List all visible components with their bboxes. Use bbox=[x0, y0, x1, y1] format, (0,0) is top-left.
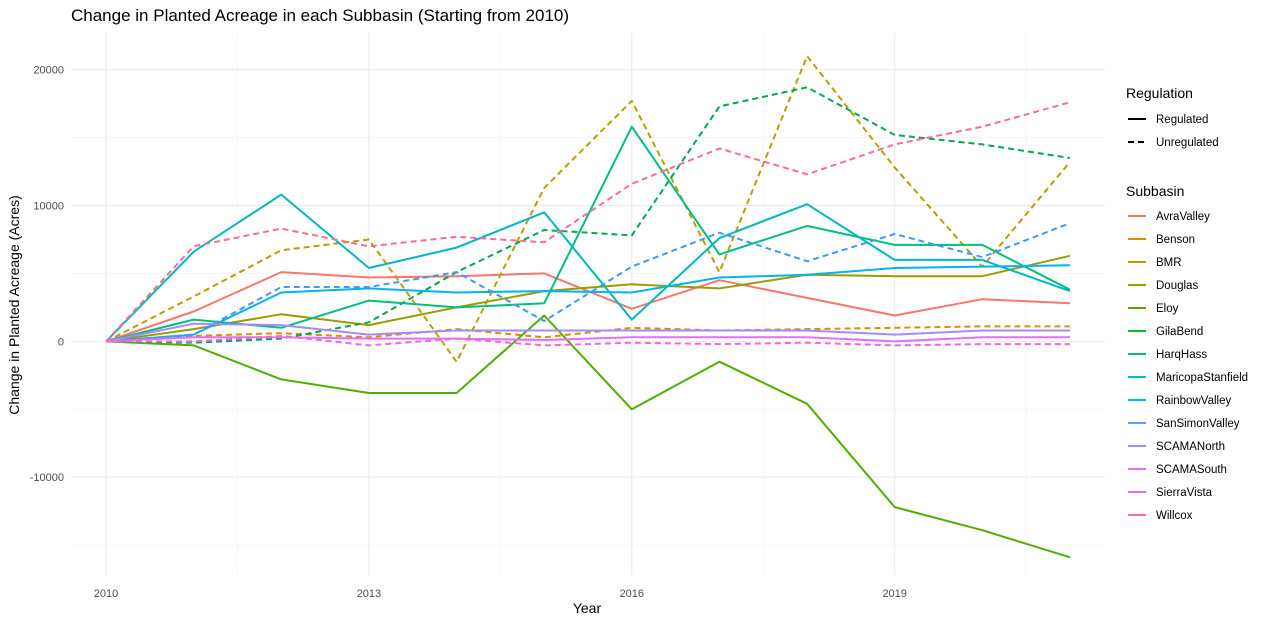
y-axis-title: Change in Planted Acreage (Acres) bbox=[6, 195, 22, 414]
y-tick-label: 0 bbox=[58, 336, 64, 348]
legend-label-sansimonvalley: SanSimonValley bbox=[1156, 418, 1240, 430]
legend-label-eloy: Eloy bbox=[1156, 303, 1179, 315]
series-line-sierravista bbox=[106, 334, 1070, 347]
legend-label-scamasouth: SCAMASouth bbox=[1156, 464, 1227, 476]
series-line-eloy bbox=[106, 314, 1071, 559]
y-tick-label: 20000 bbox=[33, 65, 64, 77]
legend: Regulation Regulated Unregulated Subbasin Av… bbox=[1126, 85, 1248, 522]
legend-label-regulated: Regulated bbox=[1156, 114, 1208, 126]
x-tick-label: 2019 bbox=[882, 588, 906, 600]
legend-label-bmr: BMR bbox=[1156, 257, 1182, 269]
legend-label-rainbowvalley: RainbowValley bbox=[1156, 395, 1231, 407]
series-lines bbox=[105, 55, 1071, 559]
y-axis-ticks: -10000 0 10000 20000 bbox=[30, 65, 64, 485]
series-line-douglas bbox=[105, 254, 1071, 343]
x-tick-label: 2010 bbox=[94, 588, 118, 600]
series-line-bmr bbox=[105, 55, 1071, 363]
legend-label-avravalley: AvraValley bbox=[1156, 211, 1210, 223]
x-tick-label: 2013 bbox=[357, 588, 381, 600]
legend-label-sierravista: SierraVista bbox=[1156, 487, 1213, 499]
legend-label-benson: Benson bbox=[1156, 234, 1195, 246]
legend-label-unregulated: Unregulated bbox=[1156, 137, 1219, 149]
series-line-maricopastanfield bbox=[105, 193, 1071, 343]
minor-gridlines bbox=[71, 33, 1105, 575]
y-tick-label: -10000 bbox=[30, 472, 64, 484]
series-line-benson bbox=[106, 325, 1070, 343]
x-tick-label: 2016 bbox=[620, 588, 644, 600]
legend-label-harqhass: HarqHass bbox=[1156, 349, 1207, 361]
legend-label-scamanorth: SCAMANorth bbox=[1156, 441, 1225, 453]
legend-title-subbasin: Subbasin bbox=[1126, 183, 1184, 199]
legend-title-regulation: Regulation bbox=[1126, 85, 1193, 101]
x-axis-title: Year bbox=[573, 600, 602, 616]
legend-label-douglas: Douglas bbox=[1156, 280, 1198, 292]
series-line-sansimonvalley bbox=[106, 222, 1071, 343]
series-line-willcox bbox=[105, 101, 1071, 343]
chart-title: Change in Planted Acreage in each Subbas… bbox=[71, 6, 570, 25]
legend-label-willcox: Willcox bbox=[1156, 510, 1193, 522]
series-line-gilabend bbox=[106, 86, 1071, 344]
y-tick-label: 10000 bbox=[33, 201, 64, 213]
major-gridlines bbox=[71, 33, 1105, 575]
series-line-rainbowvalley bbox=[106, 264, 1070, 343]
series-line-scamanorth bbox=[105, 322, 1070, 343]
x-axis-ticks: 2010 2013 2016 2019 bbox=[94, 588, 907, 600]
series-line-harqhass bbox=[105, 125, 1071, 343]
legend-label-maricopastanfield: MaricopaStanfield bbox=[1156, 372, 1248, 384]
legend-label-gilabend: GilaBend bbox=[1156, 326, 1203, 338]
